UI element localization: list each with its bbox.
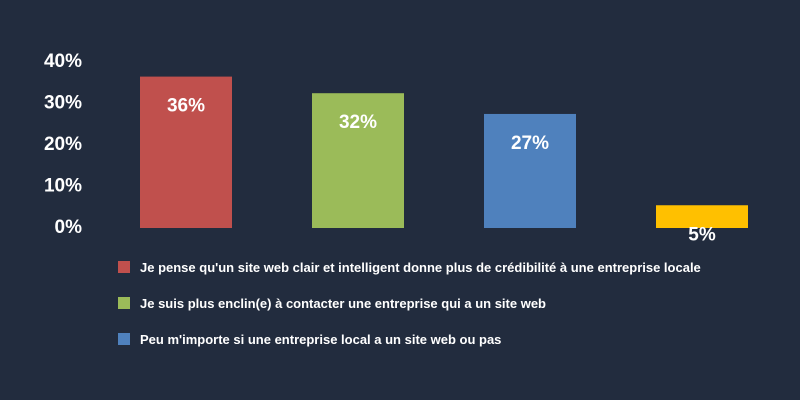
legend: Je pense qu'un site web clair et intelli… bbox=[118, 258, 701, 366]
legend-label: Je pense qu'un site web clair et intelli… bbox=[140, 259, 701, 275]
legend-label: Je suis plus enclin(e) à contacter une e… bbox=[140, 295, 547, 311]
y-tick-label: 20% bbox=[44, 134, 82, 155]
bar-value-label: 5% bbox=[688, 224, 716, 245]
bar-value-label: 36% bbox=[167, 96, 205, 117]
legend-item-credibility: Je pense qu'un site web clair et intelli… bbox=[118, 258, 701, 276]
bar bbox=[140, 76, 232, 228]
legend-swatch-green bbox=[118, 297, 130, 309]
y-tick-label: 0% bbox=[55, 217, 83, 238]
y-tick-label: 40% bbox=[44, 51, 82, 72]
y-tick-label: 10% bbox=[44, 176, 82, 197]
legend-item-indifferent: Peu m'importe si une entreprise local a … bbox=[118, 330, 701, 348]
bar-value-label: 27% bbox=[511, 133, 549, 154]
legend-swatch-red bbox=[118, 261, 130, 273]
legend-label: Peu m'importe si une entreprise local a … bbox=[140, 331, 502, 347]
legend-swatch-blue bbox=[118, 333, 130, 345]
legend-item-contact: Je suis plus enclin(e) à contacter une e… bbox=[118, 294, 701, 312]
bar-value-label: 32% bbox=[339, 112, 377, 133]
bar bbox=[484, 113, 576, 228]
bar bbox=[312, 93, 404, 228]
bar bbox=[656, 205, 748, 228]
y-tick-label: 30% bbox=[44, 93, 82, 114]
